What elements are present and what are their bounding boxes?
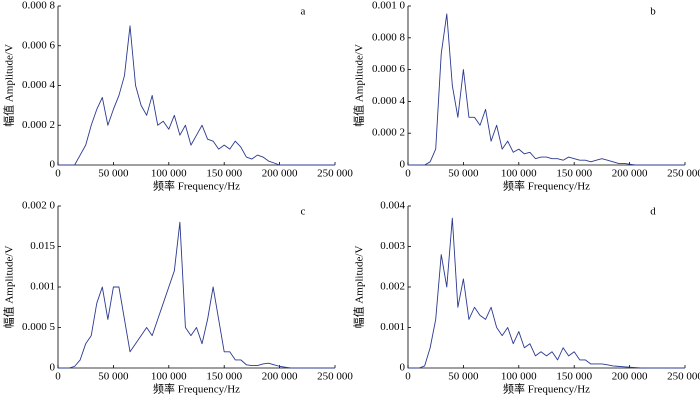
y-tick-label: 0.000 2 [22, 119, 55, 131]
x-tick-label: 250 000 [667, 371, 700, 383]
y-tick-label: 0.001 0 [372, 0, 406, 12]
x-tick-label: 200 000 [262, 371, 298, 383]
y-tick-label: 0.000 4 [372, 95, 406, 107]
y-axis-label: 幅值 Amplitude/V [353, 44, 366, 127]
y-axis-label: 幅值 Amplitude/V [3, 44, 16, 127]
spectrum-line [408, 13, 685, 166]
x-tick-label: 100 000 [501, 168, 537, 180]
x-tick-label: 100 000 [501, 371, 537, 383]
x-tick-label: 100 000 [151, 168, 187, 180]
x-tick-label: 250 000 [317, 371, 353, 383]
y-tick-label: 0.002 [380, 281, 405, 293]
x-tick-label: 200 000 [262, 168, 298, 180]
y-axis-label: 幅值 Amplitude/V [353, 246, 366, 329]
x-tick-label: 50 000 [98, 168, 129, 180]
axis-line [407, 6, 685, 166]
y-tick-label: 0.000 2 [372, 127, 405, 139]
y-tick-label: 0 [50, 159, 56, 171]
y-tick-label: 0 [400, 362, 406, 374]
x-tick-label: 150 000 [556, 371, 592, 383]
panel-label: c [301, 206, 306, 218]
y-tick-label: 0.001 [30, 281, 55, 293]
y-axis-label: 幅值 Amplitude/V [3, 246, 16, 329]
y-tick-label: 0 [400, 159, 406, 171]
y-tick-label: 0.000 6 [22, 39, 56, 51]
y-tick-label: 0.001 [380, 321, 405, 333]
x-tick-label: 150 000 [206, 168, 242, 180]
x-tick-label: 0 [55, 371, 61, 383]
x-tick-label: 200 000 [612, 371, 648, 383]
spectrum-line [58, 221, 335, 369]
spectrum-line [58, 25, 335, 166]
spectrum-line [408, 217, 685, 369]
x-tick-label: 0 [55, 168, 61, 180]
x-tick-label: 0 [405, 371, 411, 383]
y-tick-label: 0.000 4 [22, 79, 56, 91]
x-tick-label: 150 000 [206, 371, 242, 383]
panel-label: a [301, 6, 306, 18]
x-axis-label: 频率 Frequency/Hz [153, 179, 240, 193]
y-tick-label: 0.000 8 [22, 0, 56, 12]
x-axis-label: 频率 Frequency/Hz [503, 382, 590, 396]
y-tick-label: 0 [50, 362, 56, 374]
x-tick-label: 0 [405, 168, 411, 180]
axis-line [57, 6, 335, 166]
x-tick-label: 250 000 [317, 168, 353, 180]
y-tick-label: 0.002 0 [22, 200, 56, 212]
x-axis-label: 频率 Frequency/Hz [153, 382, 240, 396]
y-tick-label: 0.000 5 [22, 321, 56, 333]
y-tick-label: 0.003 [380, 240, 405, 252]
panel-label: d [650, 206, 656, 218]
x-tick-label: 200 000 [612, 168, 648, 180]
x-tick-label: 150 000 [556, 168, 592, 180]
axis-line [57, 206, 335, 369]
x-axis-label: 频率 Frequency/Hz [503, 179, 590, 193]
x-tick-label: 50 000 [98, 371, 129, 383]
x-tick-label: 250 000 [667, 168, 700, 180]
x-tick-label: 50 000 [448, 168, 479, 180]
axis-line [407, 206, 685, 369]
y-tick-label: 0.004 [380, 200, 405, 212]
x-tick-label: 100 000 [151, 371, 187, 383]
panel-label: b [650, 6, 656, 18]
y-tick-label: 0.000 8 [372, 31, 406, 43]
y-tick-label: 0.015 [30, 240, 55, 252]
x-tick-label: 50 000 [448, 371, 479, 383]
y-tick-label: 0.000 6 [372, 63, 406, 75]
